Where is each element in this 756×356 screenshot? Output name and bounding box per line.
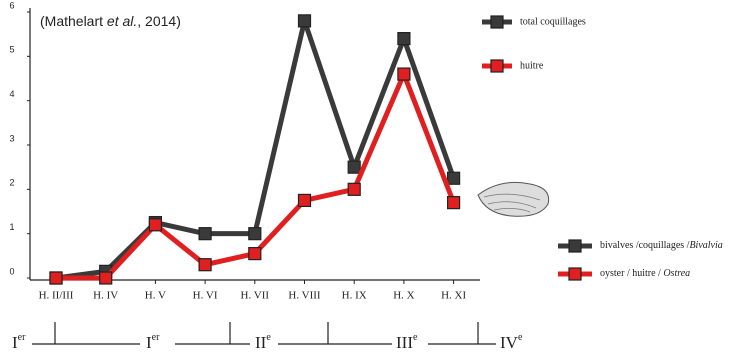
- point: [297, 14, 312, 28]
- period-numeral: I: [146, 333, 152, 352]
- period-label: IIIe: [396, 332, 418, 352]
- point: [148, 218, 162, 232]
- y-tick-label: 1: [9, 222, 14, 232]
- period-numeral: III: [396, 333, 413, 352]
- point: [397, 67, 411, 81]
- x-tick-label: H. VI: [193, 290, 218, 302]
- period-label: IIe: [255, 332, 271, 352]
- point: [198, 227, 212, 241]
- x-tick-label: H. VII: [241, 290, 270, 302]
- legend-marker: [490, 15, 504, 29]
- x-tick-label: H. X: [393, 290, 414, 302]
- legend-marker: [568, 239, 582, 253]
- period-label: IVe: [500, 332, 523, 352]
- period-label: Ier: [146, 332, 160, 352]
- legend-marker: [568, 267, 582, 281]
- y-tick-label: 2: [9, 178, 14, 188]
- y-tick-label: 0: [9, 266, 14, 276]
- x-tick-label: H. IV: [93, 290, 118, 302]
- period-suffix: e: [413, 332, 418, 343]
- legend-marker: [490, 59, 504, 73]
- y-tick-label: 6: [9, 0, 14, 10]
- legend-label: oyster / huitre / Ostrea: [600, 268, 690, 279]
- point: [297, 193, 312, 208]
- point: [198, 258, 212, 272]
- point: [347, 160, 361, 174]
- legend-text: oyster / huitre /: [600, 268, 663, 279]
- point: [99, 271, 113, 285]
- point: [447, 196, 461, 210]
- y-tick-label: 4: [9, 89, 14, 99]
- legend-italic: Ostrea: [663, 268, 690, 279]
- x-tick-label: H. VIII: [288, 290, 321, 302]
- x-tick-label: H. IX: [342, 290, 367, 302]
- point: [447, 171, 461, 185]
- period-numeral: II: [255, 333, 267, 352]
- point: [49, 271, 63, 285]
- legend-italic: Bivalvia: [689, 240, 722, 251]
- legend-label: bivalves /coquillages /Bivalvia: [600, 240, 723, 251]
- annotation: (Mathelart et al., 2014): [40, 13, 181, 29]
- point: [347, 182, 361, 196]
- shell-illustration: [477, 181, 550, 217]
- point: [248, 227, 262, 241]
- period-label: Ier: [12, 332, 26, 352]
- period-numeral: IV: [500, 333, 519, 352]
- legend-text: bivalves /coquillages /: [600, 240, 690, 251]
- period-suffix: e: [266, 332, 271, 343]
- x-tick-label: H. II/III: [39, 290, 74, 302]
- period-timeline: [32, 322, 496, 345]
- period-suffix: e: [518, 332, 523, 343]
- legend-label: total coquillages: [520, 16, 586, 27]
- point: [248, 247, 262, 261]
- point: [397, 31, 411, 46]
- period-suffix: er: [18, 332, 26, 343]
- period-suffix: er: [152, 332, 160, 343]
- period-numeral: I: [12, 333, 18, 352]
- x-tick-label: H. XI: [441, 290, 466, 302]
- legend-label: huitre: [520, 60, 544, 71]
- y-tick-label: 3: [9, 133, 14, 143]
- y-tick-label: 5: [9, 45, 14, 55]
- x-tick-label: H. V: [145, 290, 166, 302]
